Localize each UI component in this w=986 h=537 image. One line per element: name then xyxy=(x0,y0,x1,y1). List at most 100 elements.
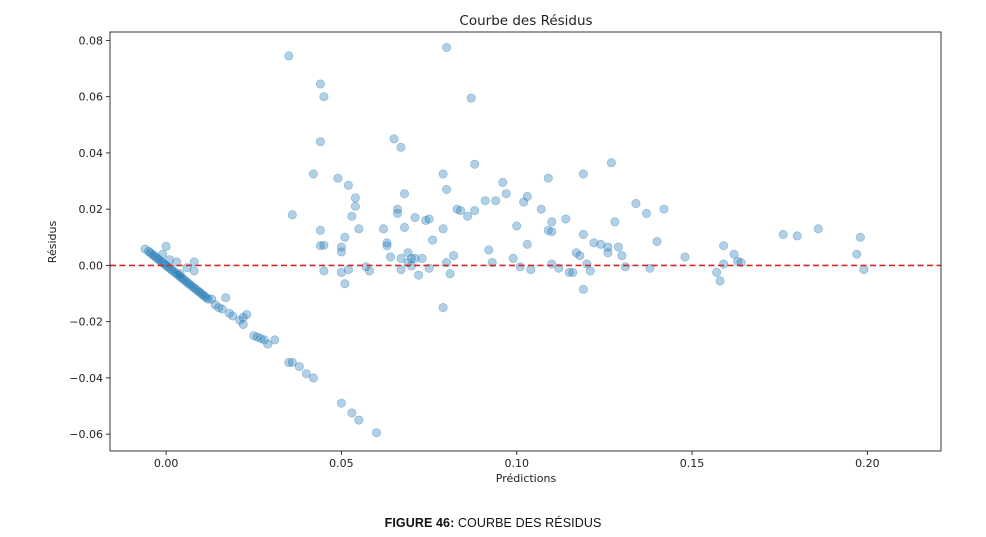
figure-caption-number: FIGURE 46: xyxy=(384,516,455,530)
data-point-127 xyxy=(456,206,466,216)
data-point-121 xyxy=(442,42,452,52)
data-point-0 xyxy=(140,244,150,254)
data-point-72 xyxy=(308,169,318,179)
plot-area-frame xyxy=(109,31,942,452)
data-point-177 xyxy=(712,267,722,277)
data-point-85 xyxy=(340,232,350,242)
data-point-87 xyxy=(343,265,353,275)
data-point-187 xyxy=(852,249,862,259)
data-point-73 xyxy=(315,79,325,89)
data-point-37 xyxy=(161,241,171,251)
data-point-30 xyxy=(194,287,204,297)
x-axis-ticks: 0.00 0.05 0.10 0.15 0.20 xyxy=(154,451,880,470)
y-tick-label: −0.02 xyxy=(69,316,103,329)
data-point-22 xyxy=(180,276,190,286)
data-point-117 xyxy=(428,235,438,245)
data-point-122 xyxy=(442,185,452,195)
data-point-3 xyxy=(147,249,157,259)
data-point-143 xyxy=(522,239,532,249)
data-point-106 xyxy=(403,248,413,258)
data-point-6 xyxy=(152,253,162,263)
x-tick-label: 0.15 xyxy=(680,457,705,470)
data-point-54 xyxy=(242,310,252,320)
data-point-27 xyxy=(189,283,199,293)
data-point-128 xyxy=(463,211,473,221)
data-point-152 xyxy=(561,214,571,224)
data-point-77 xyxy=(315,241,325,251)
data-point-60 xyxy=(270,335,280,345)
data-point-33 xyxy=(200,291,210,301)
data-point-111 xyxy=(410,213,420,223)
data-point-17 xyxy=(172,269,182,279)
y-axis-label: Résidus xyxy=(46,221,59,264)
data-point-62 xyxy=(287,357,297,367)
data-point-93 xyxy=(364,266,374,276)
data-point-153 xyxy=(564,267,574,277)
data-point-86 xyxy=(343,180,353,190)
data-point-165 xyxy=(603,242,613,252)
data-point-49 xyxy=(224,308,234,318)
data-point-140 xyxy=(515,262,525,272)
y-tick-label: 0.08 xyxy=(79,34,104,47)
data-point-155 xyxy=(571,248,581,258)
x-tick-label: 0.00 xyxy=(154,457,179,470)
data-point-32 xyxy=(198,290,208,300)
data-point-186 xyxy=(813,224,823,234)
scatter-points xyxy=(140,42,869,438)
data-point-98 xyxy=(389,134,399,144)
data-point-94 xyxy=(378,224,388,234)
data-point-120 xyxy=(438,303,448,313)
data-point-95 xyxy=(382,238,392,248)
data-point-171 xyxy=(631,199,641,209)
data-point-131 xyxy=(470,159,480,169)
data-point-176 xyxy=(680,252,690,262)
data-point-24 xyxy=(184,279,194,289)
data-point-75 xyxy=(315,137,325,147)
data-point-158 xyxy=(578,169,588,179)
data-point-175 xyxy=(659,204,669,214)
data-point-84 xyxy=(340,279,350,289)
data-point-138 xyxy=(508,253,518,263)
data-point-100 xyxy=(392,204,402,214)
data-point-161 xyxy=(585,266,595,276)
data-point-101 xyxy=(396,142,406,152)
data-point-145 xyxy=(536,204,546,214)
data-point-16 xyxy=(170,267,180,277)
x-axis-label: Prédictions xyxy=(496,472,557,485)
data-point-137 xyxy=(501,189,511,199)
data-point-29 xyxy=(193,286,203,296)
data-point-47 xyxy=(217,304,227,314)
data-point-141 xyxy=(519,197,529,207)
data-point-135 xyxy=(491,196,501,206)
data-point-88 xyxy=(347,211,357,221)
data-point-110 xyxy=(410,253,420,263)
data-point-96 xyxy=(382,241,392,251)
data-point-80 xyxy=(333,173,343,183)
data-point-45 xyxy=(210,300,220,310)
data-point-51 xyxy=(235,315,245,325)
data-point-59 xyxy=(263,339,273,349)
x-tick-label: 0.10 xyxy=(504,457,529,470)
data-point-113 xyxy=(417,253,427,263)
data-point-21 xyxy=(179,274,189,284)
data-point-50 xyxy=(228,311,238,321)
data-point-41 xyxy=(189,266,199,276)
data-point-70 xyxy=(284,51,294,61)
data-point-149 xyxy=(547,227,557,237)
data-point-170 xyxy=(620,262,630,272)
data-point-148 xyxy=(547,217,557,227)
data-point-23 xyxy=(182,277,192,287)
data-point-42 xyxy=(175,269,185,279)
data-point-74 xyxy=(319,92,329,102)
data-point-82 xyxy=(336,247,346,257)
data-point-166 xyxy=(606,158,616,168)
data-point-61 xyxy=(284,357,294,367)
y-tick-label: 0.00 xyxy=(79,259,104,272)
data-point-162 xyxy=(589,238,599,248)
data-point-91 xyxy=(354,224,364,234)
data-point-31 xyxy=(196,288,206,298)
data-point-103 xyxy=(396,265,406,275)
data-point-1 xyxy=(144,246,154,256)
data-point-189 xyxy=(859,265,869,275)
data-point-112 xyxy=(414,270,424,280)
